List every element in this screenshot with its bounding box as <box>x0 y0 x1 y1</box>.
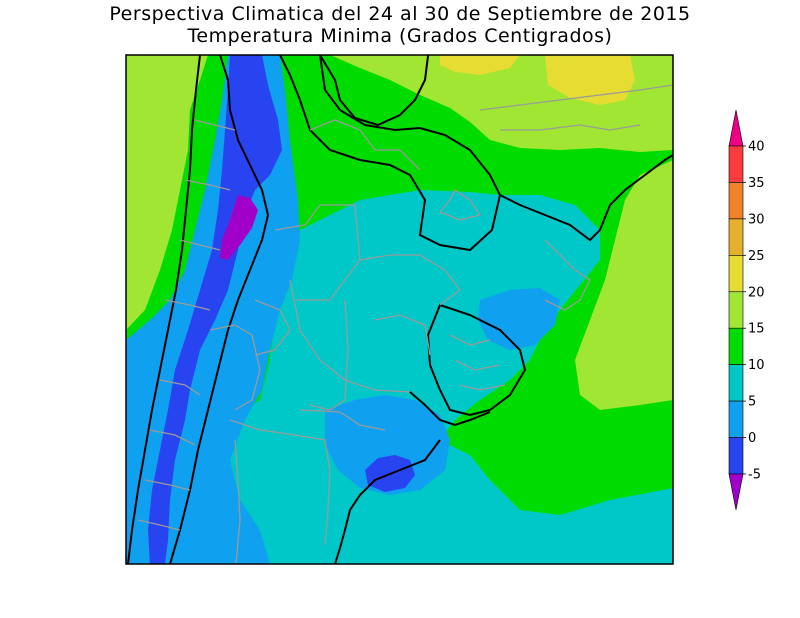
legend-tick-label: 10 <box>748 358 765 373</box>
band-15-20-atlantic <box>575 160 673 410</box>
coastline-patagonia <box>334 439 441 564</box>
band-15-20-pacific <box>126 55 208 330</box>
coastline-rio-de-la-plata <box>409 391 491 427</box>
legend-tick-label: 35 <box>748 176 765 191</box>
legend-tick-label: 0 <box>748 431 756 446</box>
province-borders <box>137 84 673 564</box>
legend-band <box>728 145 744 183</box>
legend-band <box>728 182 744 220</box>
legend-band <box>728 437 744 475</box>
legend-band <box>728 255 744 293</box>
legend-tick-label: 40 <box>748 140 765 155</box>
color-legend: 40 35 30 25 20 15 10 5 0 -5 <box>728 109 765 511</box>
country-borders <box>127 55 673 564</box>
legend-band <box>728 291 744 329</box>
band-neg5-0-andes <box>148 55 282 564</box>
legend-tick-label: 20 <box>748 285 765 300</box>
legend-band <box>728 364 744 402</box>
band-0-5-central <box>325 395 450 495</box>
legend-band <box>728 400 744 438</box>
legend-band <box>728 327 744 365</box>
temperature-field <box>126 55 673 564</box>
legend-band-top <box>728 109 744 147</box>
map-subtitle: Temperatura Minima (Grados Centigrados) <box>187 25 613 47</box>
legend-band-bottom <box>728 473 744 511</box>
legend-band <box>728 218 744 256</box>
legend-tick-label: 30 <box>748 212 765 227</box>
band-0-5-east <box>478 288 560 350</box>
legend-tick-label: 25 <box>748 249 765 264</box>
band-below-neg5 <box>220 195 258 260</box>
band-20-25-north-1 <box>440 55 520 75</box>
band-20-25-north-2 <box>545 55 635 105</box>
map-title: Perspectiva Climatica del 24 al 30 de Se… <box>109 3 691 25</box>
legend-tick-label: -5 <box>748 468 761 483</box>
legend-tick-label: 15 <box>748 322 765 337</box>
band-5-10 <box>210 190 673 564</box>
map-frame <box>125 54 674 565</box>
legend-tick-label: 5 <box>748 395 756 410</box>
